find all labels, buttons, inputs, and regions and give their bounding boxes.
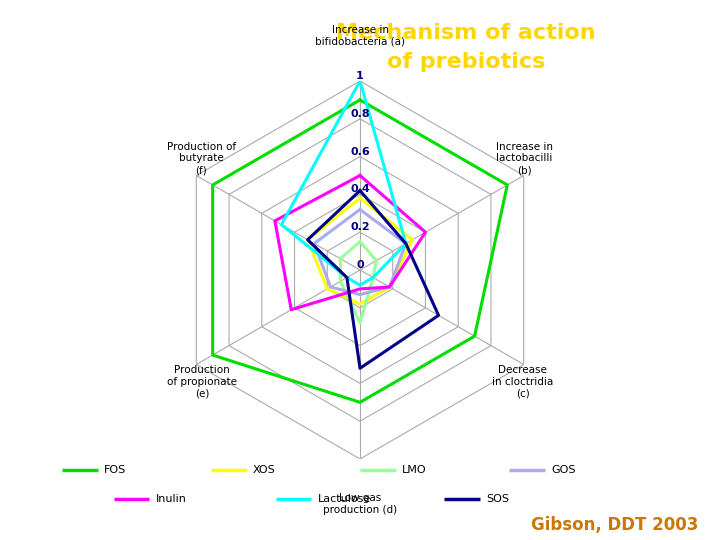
Text: GOS: GOS xyxy=(552,465,576,475)
Text: 0: 0 xyxy=(356,260,364,270)
Text: SOS: SOS xyxy=(487,494,509,504)
Text: Gibson, DDT 2003: Gibson, DDT 2003 xyxy=(531,516,698,534)
Text: XOS: XOS xyxy=(253,465,276,475)
Text: Production
of propionate
(e): Production of propionate (e) xyxy=(167,365,237,398)
Text: Increase in
lactobacilli
(b): Increase in lactobacilli (b) xyxy=(496,142,553,175)
Text: 0.4: 0.4 xyxy=(350,184,370,194)
Text: Inulin: Inulin xyxy=(156,494,186,504)
Text: 1: 1 xyxy=(356,71,364,81)
Text: 0.8: 0.8 xyxy=(350,109,370,119)
Text: 0.2: 0.2 xyxy=(350,222,370,232)
Text: Production of
butyrate
(f): Production of butyrate (f) xyxy=(167,142,236,175)
Text: Lactulose: Lactulose xyxy=(318,494,371,504)
Text: Decrease
in cloctridia
(c): Decrease in cloctridia (c) xyxy=(492,365,553,398)
Text: LMO: LMO xyxy=(402,465,427,475)
Text: Mechanism of action: Mechanism of action xyxy=(336,23,596,43)
Text: FOS: FOS xyxy=(104,465,126,475)
Text: 0.6: 0.6 xyxy=(350,146,370,157)
Text: Low gas
production (d): Low gas production (d) xyxy=(323,493,397,515)
Text: of prebiotics: of prebiotics xyxy=(387,52,545,72)
Text: Increase in
bifidobacteria (a): Increase in bifidobacteria (a) xyxy=(315,25,405,47)
